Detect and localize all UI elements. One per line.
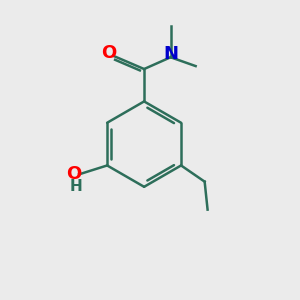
Text: N: N [163, 45, 178, 63]
Text: O: O [66, 165, 82, 183]
Text: O: O [101, 44, 116, 62]
Text: H: H [70, 179, 83, 194]
